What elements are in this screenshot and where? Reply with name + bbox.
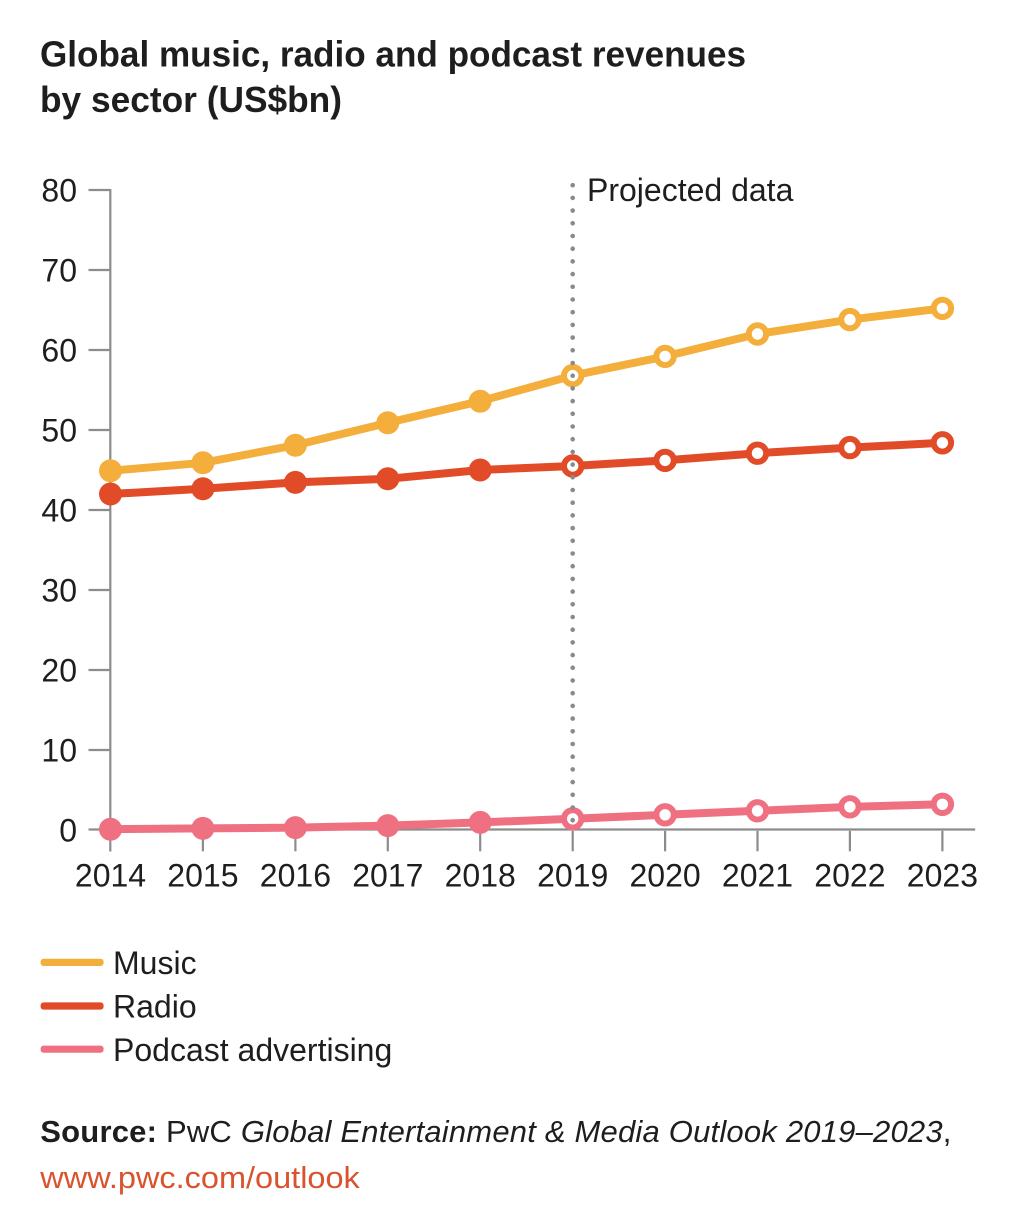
svg-text:www.pwc.com/outlook: www.pwc.com/outlook bbox=[39, 1160, 360, 1195]
svg-text:Source: PwC Global Entertainme: Source: PwC Global Entertainment & Media… bbox=[40, 1114, 951, 1149]
svg-text:70: 70 bbox=[41, 253, 77, 289]
svg-text:2014: 2014 bbox=[75, 858, 146, 894]
svg-text:Podcast advertising: Podcast advertising bbox=[113, 1032, 392, 1068]
svg-text:50: 50 bbox=[41, 413, 77, 449]
svg-text:30: 30 bbox=[41, 573, 77, 609]
svg-text:2020: 2020 bbox=[630, 858, 701, 894]
svg-text:Music: Music bbox=[113, 945, 197, 981]
svg-text:20: 20 bbox=[41, 653, 77, 689]
svg-text:2023: 2023 bbox=[907, 858, 978, 894]
svg-text:Projected data: Projected data bbox=[587, 172, 794, 208]
svg-text:10: 10 bbox=[41, 733, 77, 769]
svg-text:40: 40 bbox=[41, 493, 77, 529]
svg-text:80: 80 bbox=[41, 173, 77, 209]
svg-text:Global music, radio and podcas: Global music, radio and podcast revenues bbox=[40, 34, 746, 75]
svg-text:2015: 2015 bbox=[167, 858, 238, 894]
svg-text:2018: 2018 bbox=[445, 858, 516, 894]
svg-text:by sector (US$bn): by sector (US$bn) bbox=[40, 79, 342, 120]
svg-text:Radio: Radio bbox=[113, 989, 197, 1025]
svg-text:60: 60 bbox=[41, 333, 77, 369]
svg-text:0: 0 bbox=[59, 813, 77, 849]
svg-text:2022: 2022 bbox=[814, 858, 885, 894]
svg-text:2016: 2016 bbox=[260, 858, 331, 894]
svg-text:2021: 2021 bbox=[722, 858, 793, 894]
svg-text:2017: 2017 bbox=[352, 858, 423, 894]
svg-text:2019: 2019 bbox=[537, 858, 608, 894]
